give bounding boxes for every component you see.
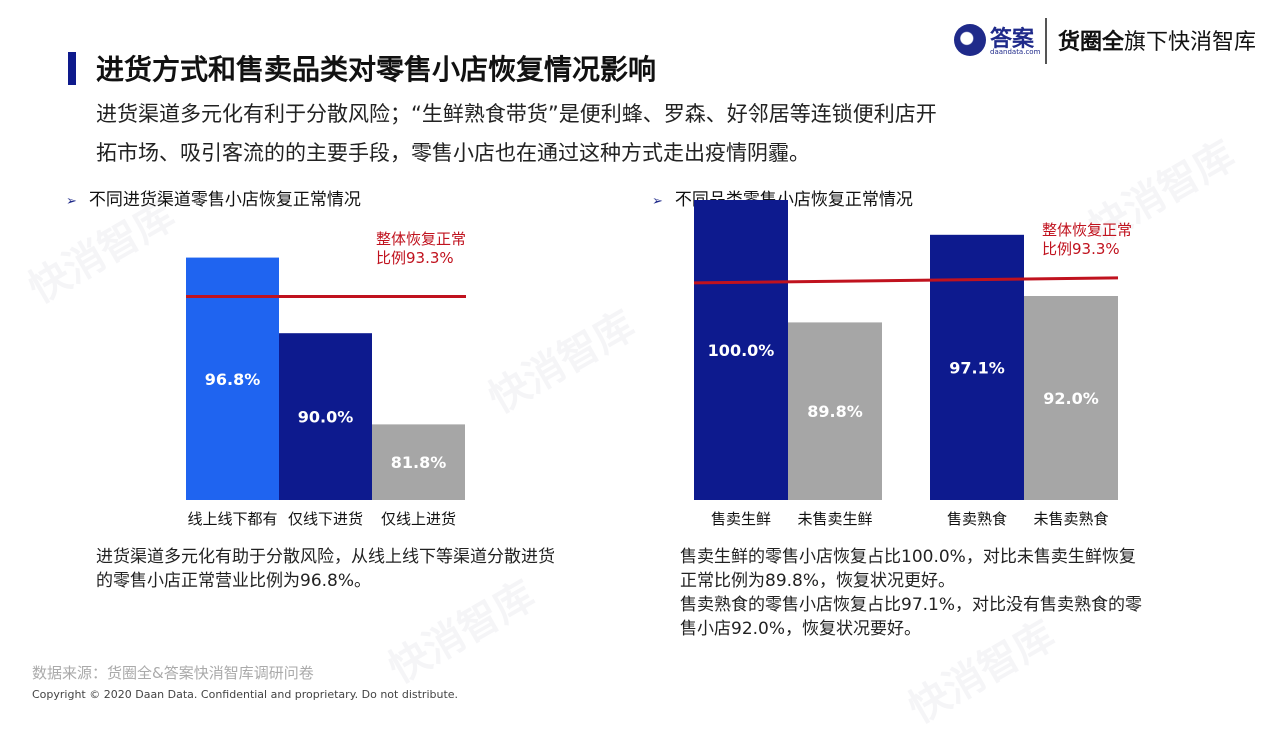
- category-label-0-2: 仅线上进货: [381, 510, 456, 528]
- reference-line-1: [693, 276, 1119, 285]
- left-section-heading: ➢ 不同进货渠道零售小店恢复正常情况: [66, 185, 361, 210]
- left-note: 进货渠道多元化有助于分散风险，从线上线下等渠道分散进货的零售小店正常营业比例为9…: [96, 547, 555, 591]
- page-title: 进货方式和售卖品类对零售小店恢复情况影响: [96, 53, 657, 86]
- bar-0-2: [372, 424, 465, 500]
- reference-label-line2-1: 比例93.3%: [1042, 240, 1120, 258]
- data-label-1-2: 97.1%: [949, 358, 1005, 377]
- data-label-1-0: 100.0%: [708, 341, 775, 360]
- bar-0-1: [279, 333, 372, 500]
- subtitle-line-2: 拓市场、吸引客流的的主要手段，零售小店也在通过这种方式走出疫情阴霾。: [96, 141, 810, 165]
- triangle-bullet-icon: ➢: [66, 194, 77, 209]
- subtitle-line-1: 进货渠道多元化有利于分散风险；“生鲜熟食带货”是便利蜂、罗森、好邻居等连锁便利店…: [96, 102, 937, 126]
- data-label-1-3: 92.0%: [1043, 389, 1099, 408]
- right-note-line-1: 售卖生鲜的零售小店恢复占比100.0%，对比未售卖生鲜恢复正常比例为89.8%，…: [680, 547, 1136, 591]
- bar-1-3: [1024, 296, 1118, 500]
- copyright: Copyright © 2020 Daan Data. Confidential…: [32, 688, 459, 701]
- triangle-bullet-icon: ➢: [652, 194, 663, 209]
- category-label-1-1: 未售卖生鲜: [797, 510, 872, 528]
- reference-label-line1-1: 整体恢复正常: [1042, 221, 1132, 239]
- daan-logo-icon: [954, 24, 986, 56]
- bar-1-1: [788, 322, 882, 500]
- category-label-1-3: 未售卖熟食: [1033, 510, 1108, 528]
- category-label-0-1: 仅线下进货: [288, 510, 363, 528]
- category-label-1-2: 售卖熟食: [947, 510, 1007, 528]
- data-label-0-1: 90.0%: [298, 408, 354, 427]
- logo-divider: [1045, 18, 1047, 64]
- category-label-0-0: 线上线下都有: [187, 510, 277, 528]
- logo-brand1: 答案: [990, 27, 1035, 52]
- logo-brand1-url: daandata.com: [990, 48, 1041, 56]
- bar-1-0: [694, 200, 788, 500]
- data-label-0-0: 96.8%: [205, 370, 261, 389]
- left-heading-text: 不同进货渠道零售小店恢复正常情况: [88, 190, 361, 210]
- data-label-0-2: 81.8%: [391, 453, 447, 472]
- logo-brand2-rest: 旗下快消智库: [1124, 30, 1257, 55]
- right-note: 售卖生鲜的零售小店恢复占比100.0%，对比未售卖生鲜恢复正常比例为89.8%，…: [680, 545, 1150, 641]
- data-source: 数据来源：货圈全&答案快消智库调研问卷: [32, 664, 314, 682]
- brand-logo: 答案 daandata.com 货圈全旗下快消智库: [944, 18, 1264, 64]
- right-note-line-2: 售卖熟食的零售小店恢复占比97.1%，对比没有售卖熟食的零售小店92.0%，恢复…: [680, 595, 1143, 639]
- data-label-1-1: 89.8%: [807, 402, 863, 421]
- reference-label-line1-0: 整体恢复正常: [376, 230, 466, 248]
- title-accent-bar: [68, 52, 76, 85]
- reference-label-line2-0: 比例93.3%: [376, 249, 454, 267]
- logo-brand2: 货圈全旗下快消智库: [1058, 24, 1256, 56]
- logo-brand2-bold: 货圈全: [1058, 30, 1125, 55]
- category-label-1-0: 售卖生鲜: [711, 510, 771, 528]
